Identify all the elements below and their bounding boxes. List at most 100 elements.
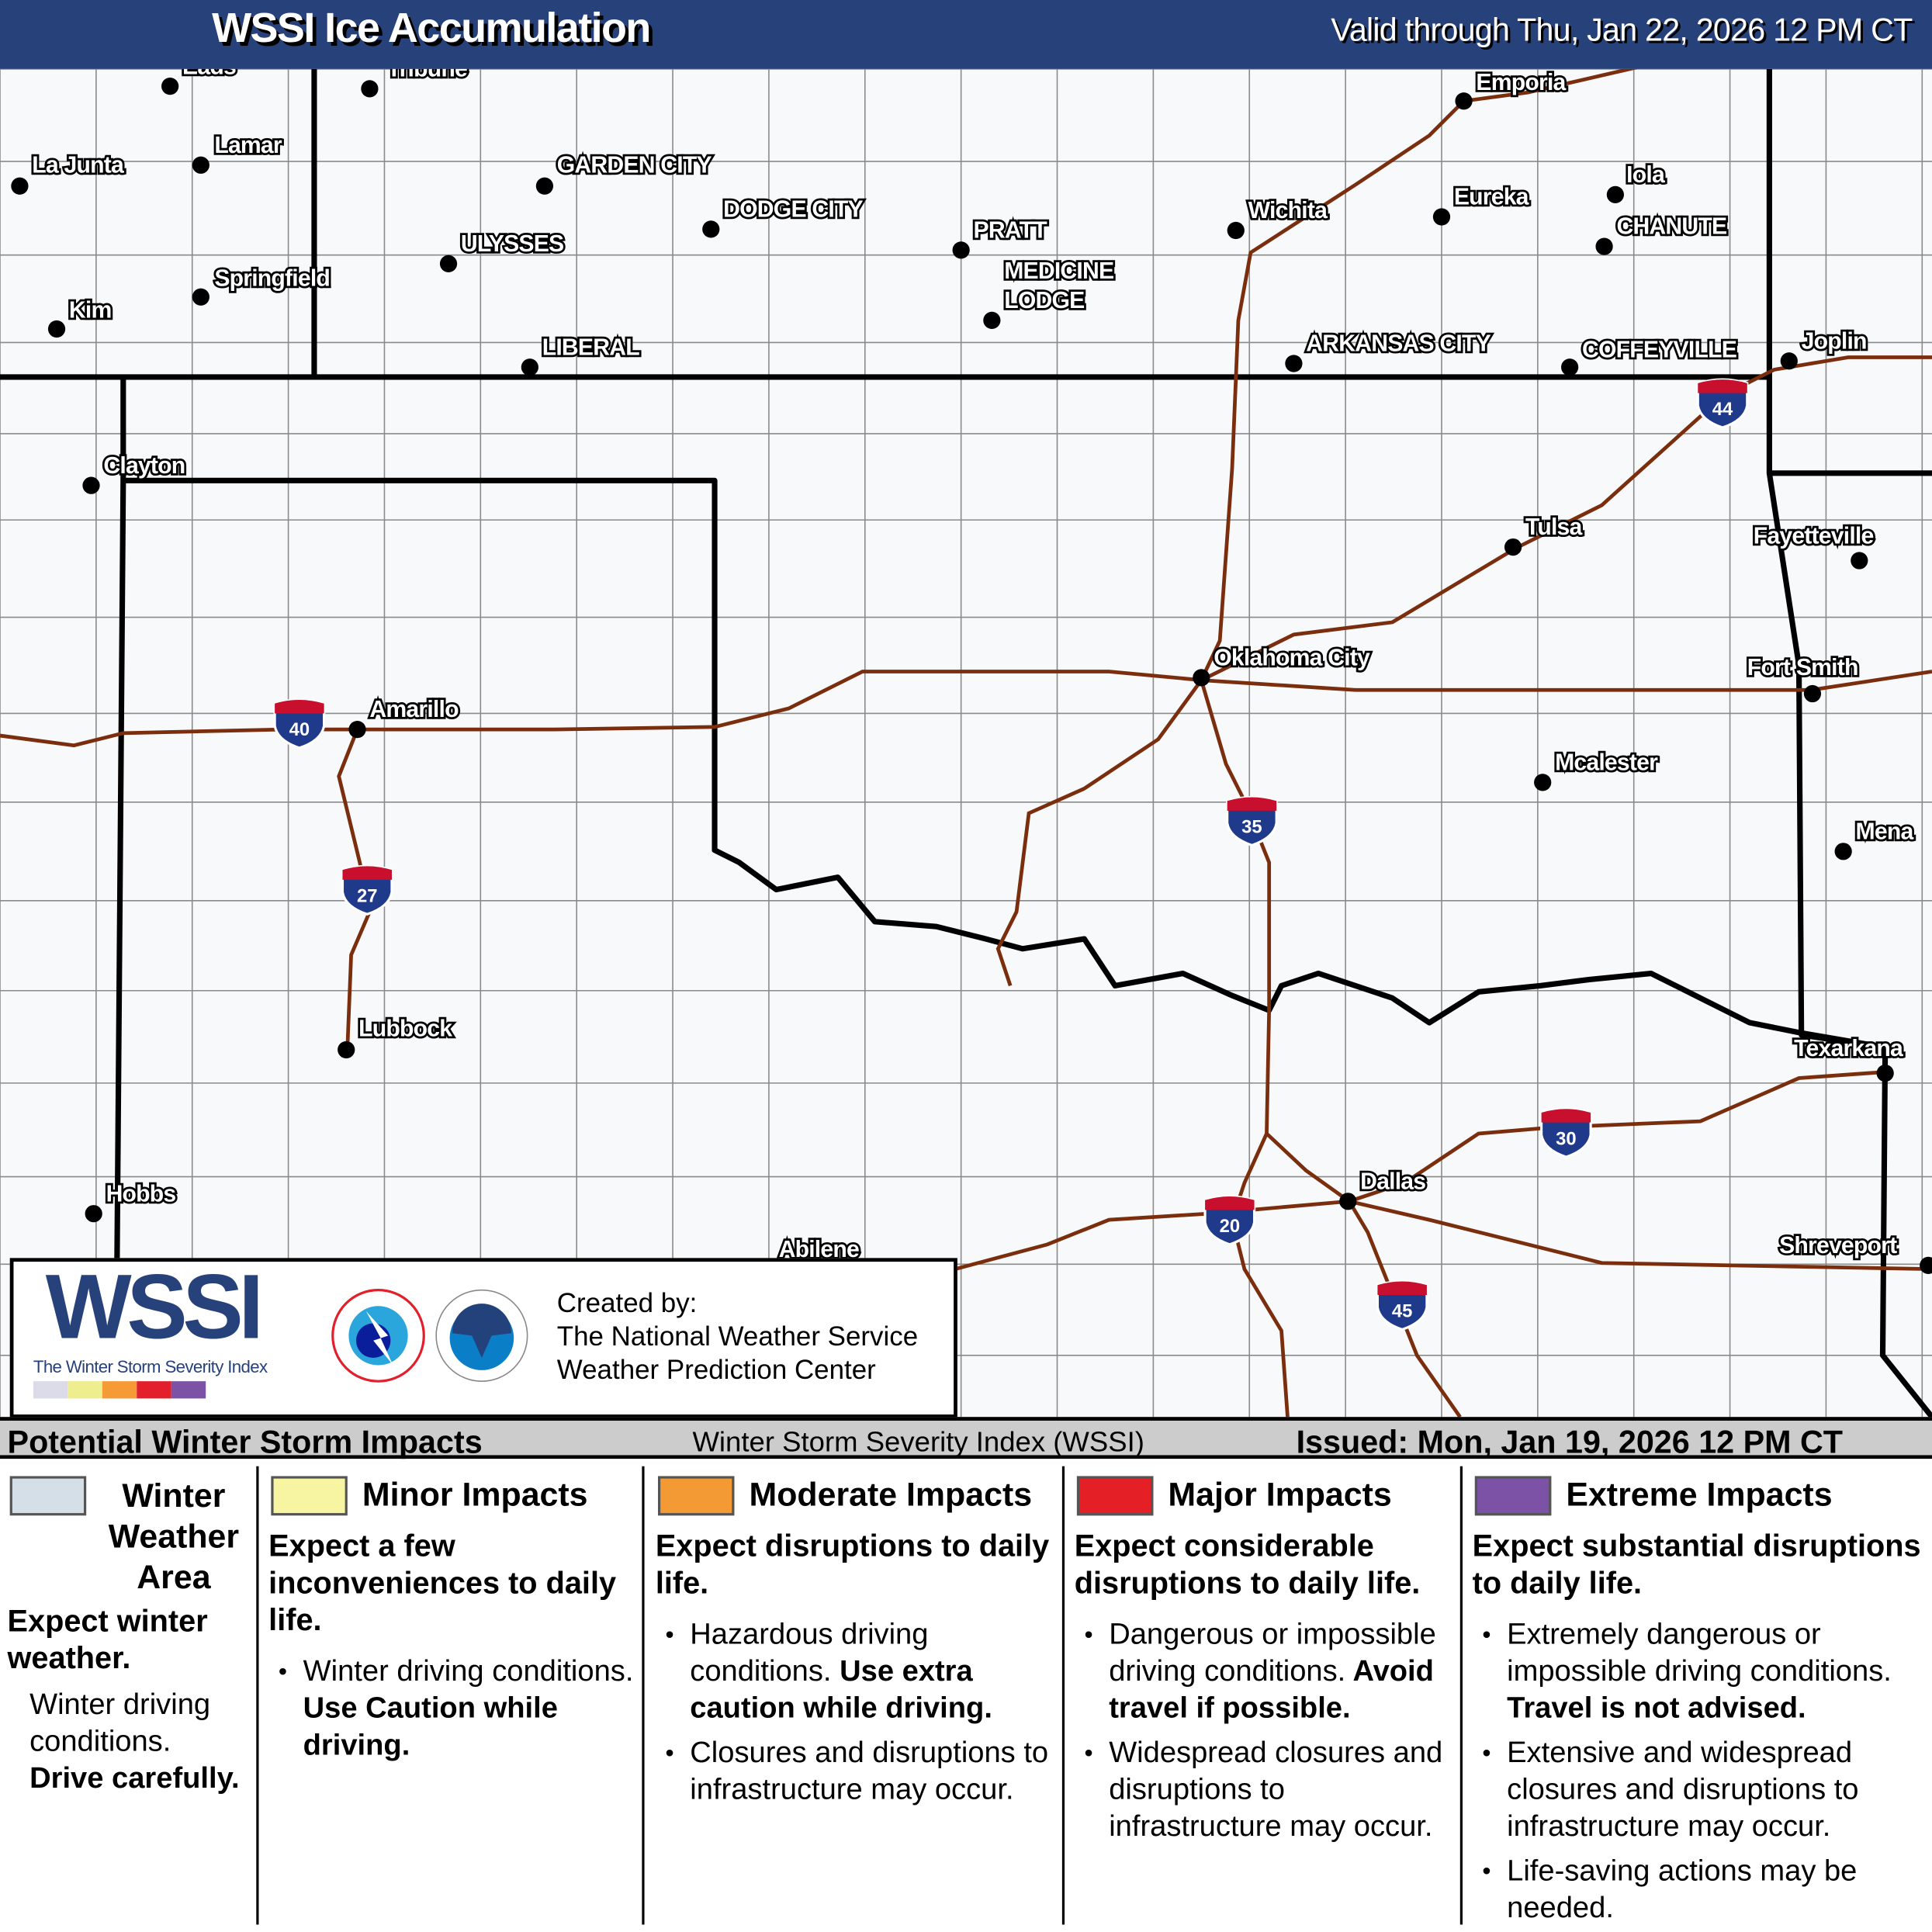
city-dot	[1595, 237, 1613, 255]
interstate-shield-icon: 30	[1540, 1107, 1592, 1158]
city-label: PRATT	[974, 217, 1048, 243]
city-label: Fort Smith	[1747, 655, 1858, 680]
legend-divider	[256, 1466, 259, 1925]
legend-bullets: Winter driving conditions. Use Caution w…	[279, 1653, 638, 1771]
city-label: Joplin	[1802, 328, 1867, 354]
interstate-number: 20	[1220, 1216, 1241, 1237]
legend-divider	[1459, 1466, 1463, 1925]
bullet-text: Hazardous driving conditions.	[690, 1618, 929, 1688]
interstate-number: 30	[1556, 1128, 1577, 1149]
map: 40 27 44 35 30 20 45 Eads Tribune La Junta Lamar G…	[0, 68, 1932, 1419]
city-dot	[1920, 1256, 1932, 1274]
interstate-number: 40	[289, 719, 310, 740]
city-label: Texarkana	[1794, 1036, 1903, 1061]
legend-expectation: Expect considerable disruptions to daily…	[1074, 1529, 1421, 1601]
city-label: MEDICINE	[1004, 258, 1113, 284]
city-dot	[47, 320, 66, 338]
noaa-logo-icon	[435, 1289, 528, 1382]
interstate-number: 45	[1392, 1301, 1413, 1322]
bullet-text: Extensive and widespread closures and di…	[1507, 1736, 1859, 1844]
city-dot	[1851, 552, 1868, 570]
bullet-text: Widespread closures and disruptions to i…	[1109, 1736, 1443, 1844]
city-label: COFFEYVILLE	[1582, 338, 1736, 363]
city-label: Springfield	[214, 265, 330, 291]
legend-bullets: Extremely dangerous or impossible drivin…	[1482, 1616, 1928, 1932]
city-dot	[361, 80, 379, 98]
bullet-emphasis: Travel is not advised.	[1507, 1691, 1806, 1726]
city-dot	[1193, 669, 1210, 687]
city-label: Clayton	[103, 453, 185, 479]
color-swatch	[33, 1381, 68, 1399]
city-dot	[702, 220, 720, 238]
legend-swatch	[271, 1476, 348, 1516]
bullet-emphasis: Use extra caution while driving.	[690, 1654, 992, 1726]
city-dot	[1561, 358, 1579, 376]
city-label: ULYSSES	[461, 231, 563, 257]
legend-subtitle: Winter Storm Severity Index (WSSI)	[692, 1425, 1144, 1458]
bullet-emphasis: Drive carefully.	[29, 1761, 240, 1795]
city-dot	[161, 78, 179, 95]
city-dot	[521, 358, 538, 376]
valid-time: Valid through Thu, Jan 22, 2026 12 PM CT	[1331, 11, 1913, 48]
city-label: Emporia	[1476, 70, 1566, 95]
legend-swatch	[1076, 1476, 1154, 1516]
color-swatch	[171, 1381, 206, 1399]
city-label: Eureka	[1454, 185, 1529, 210]
legend-title: Extreme Impacts	[1566, 1476, 1833, 1514]
city-dot	[952, 241, 970, 259]
legend-title: Winter Weather Area	[108, 1477, 240, 1596]
legend-bullet: Hazardous driving conditions. Use extra …	[666, 1616, 1060, 1727]
city-dot	[1834, 843, 1852, 860]
city-label: Mcalester	[1555, 750, 1658, 776]
bullet-text: Life-saving actions may be needed.	[1507, 1854, 1858, 1925]
legend-bullets: Hazardous driving conditions. Use extra …	[666, 1616, 1060, 1816]
legend-divider	[1061, 1466, 1065, 1925]
city-dot	[1803, 684, 1822, 703]
bullet-text: Closures and disruptions to infrastructu…	[690, 1736, 1049, 1807]
color-swatch	[68, 1381, 102, 1399]
city-label: ARKANSAS CITY	[1306, 331, 1491, 357]
city-label: Tribune	[387, 69, 467, 82]
city-dot	[1339, 1193, 1357, 1210]
legend-title: Minor Impacts	[362, 1476, 588, 1514]
city-label: Shreveport	[1779, 1233, 1897, 1259]
city-dot	[1455, 92, 1473, 110]
interstate-shield-icon: 20	[1203, 1195, 1256, 1246]
city-label: Hobbs	[106, 1181, 176, 1207]
city-dot	[1285, 355, 1303, 372]
credit-box: WSSI The Winter Storm Severity Index Cre…	[9, 1258, 957, 1418]
city-label: Wichita	[1248, 198, 1328, 223]
city-dot	[1876, 1065, 1894, 1082]
interstate-shield-icon: 45	[1376, 1280, 1428, 1331]
city-dot	[348, 720, 366, 739]
bullet-emphasis: Use Caution while driving.	[303, 1691, 558, 1762]
city-dot	[1227, 221, 1245, 240]
interstate-shield-icon: 27	[341, 864, 393, 916]
interstate-number: 35	[1241, 816, 1262, 837]
interstate-shield-icon: 35	[1226, 795, 1278, 847]
city-dot	[1504, 538, 1522, 556]
credit-text: Created by: The National Weather Service…	[557, 1286, 918, 1387]
city-label: Lubbock	[358, 1016, 452, 1042]
color-swatch	[102, 1381, 137, 1399]
city-label: La Junta	[32, 152, 124, 178]
legend-bullet: Extremely dangerous or impossible drivin…	[1482, 1616, 1928, 1727]
city-label: Mena	[1856, 819, 1914, 844]
legend-bullet: Winter driving conditions. Use Caution w…	[279, 1653, 638, 1764]
bullet-text: Dangerous or impossible driving conditio…	[1109, 1618, 1436, 1688]
legend-bullets: Winter driving conditions. Drive careful…	[25, 1687, 253, 1805]
bullet-text: Winter driving conditions.	[303, 1654, 634, 1688]
interstate-number: 27	[357, 885, 378, 906]
nws-logo-icon	[331, 1289, 425, 1383]
wssi-color-bar	[33, 1381, 206, 1399]
city-label: Kim	[69, 298, 112, 324]
city-dot	[983, 311, 1001, 329]
city-label: Oklahoma City	[1214, 646, 1370, 671]
city-label: Amarillo	[369, 697, 459, 722]
city-dot	[192, 288, 209, 306]
impact-legend: Winter Weather Area Expect winter weather…	[0, 1459, 1932, 1932]
legend-divider	[642, 1466, 645, 1925]
city-dot	[1606, 185, 1624, 204]
city-dot	[535, 177, 554, 195]
